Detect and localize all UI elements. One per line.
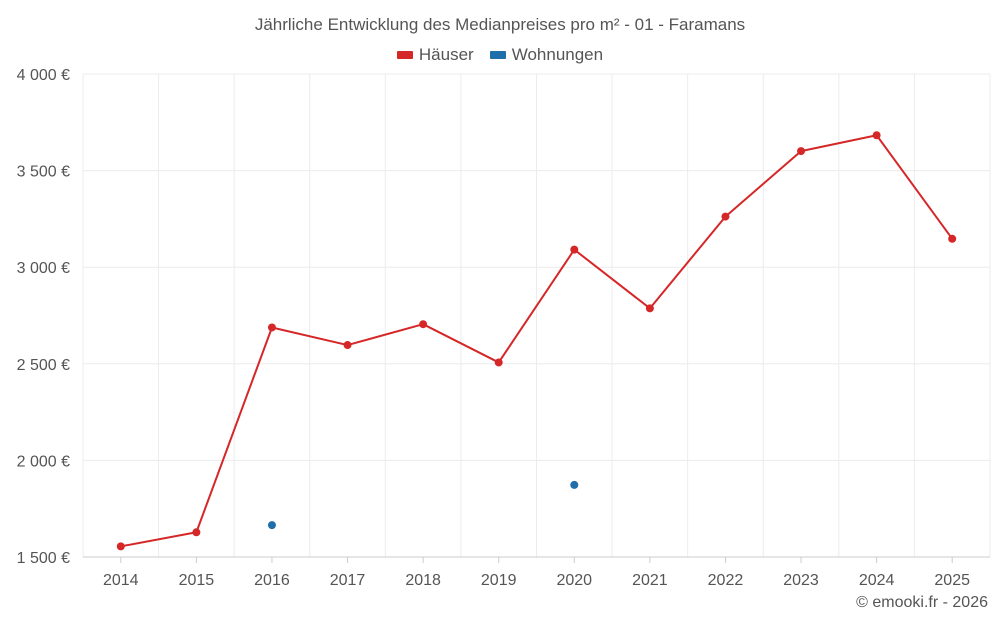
legend-item-haeuser[interactable]: Häuser <box>396 45 474 65</box>
data-point-haeuser <box>948 234 957 243</box>
data-point-haeuser <box>721 212 730 221</box>
x-tick-label: 2023 <box>783 572 819 589</box>
data-point-haeuser <box>570 245 579 254</box>
x-tick-label: 2022 <box>708 572 744 589</box>
data-point-haeuser <box>343 341 352 350</box>
x-tick-label: 2016 <box>254 572 290 589</box>
x-tick-label: 2025 <box>934 572 970 589</box>
legend-item-wohnungen[interactable]: Wohnungen <box>489 45 604 65</box>
legend-swatch-haeuser <box>396 51 413 59</box>
x-tick-label: 2020 <box>556 572 592 589</box>
x-tick-label: 2019 <box>481 572 517 589</box>
y-tick-label: 3 500 € <box>17 164 70 181</box>
x-tick-label: 2017 <box>330 572 366 589</box>
data-point-haeuser <box>645 304 654 313</box>
x-tick-label: 2015 <box>179 572 215 589</box>
data-point-haeuser <box>419 320 428 329</box>
data-point-haeuser <box>267 323 276 332</box>
y-tick-label: 2 000 € <box>17 453 70 470</box>
series-line-haeuser <box>120 134 954 548</box>
data-point-haeuser <box>494 358 503 367</box>
data-point-haeuser <box>192 528 201 537</box>
x-tick-label: 2014 <box>103 572 139 589</box>
legend-label-haeuser: Häuser <box>418 45 474 64</box>
y-tick-label: 2 500 € <box>17 357 70 374</box>
y-tick-label: 1 500 € <box>17 550 70 567</box>
data-point-wohnungen <box>570 480 579 489</box>
data-point-haeuser <box>797 147 806 156</box>
legend: Häuser Wohnungen <box>0 45 1000 65</box>
x-tick-label: 2021 <box>632 572 668 589</box>
x-tick-label: 2018 <box>405 572 441 589</box>
copyright-credit: © emooki.fr - 2026 <box>856 594 988 611</box>
legend-label-wohnungen: Wohnungen <box>511 45 604 64</box>
data-point-wohnungen <box>267 521 276 530</box>
chart-title: Jährliche Entwicklung des Medianpreises … <box>254 15 746 34</box>
data-point-haeuser <box>872 131 881 140</box>
legend-swatch-wohnungen <box>489 51 506 59</box>
y-tick-label: 4 000 € <box>17 67 70 84</box>
y-tick-label: 3 000 € <box>17 260 70 277</box>
data-point-haeuser <box>116 542 125 551</box>
x-tick-label: 2024 <box>859 572 895 589</box>
